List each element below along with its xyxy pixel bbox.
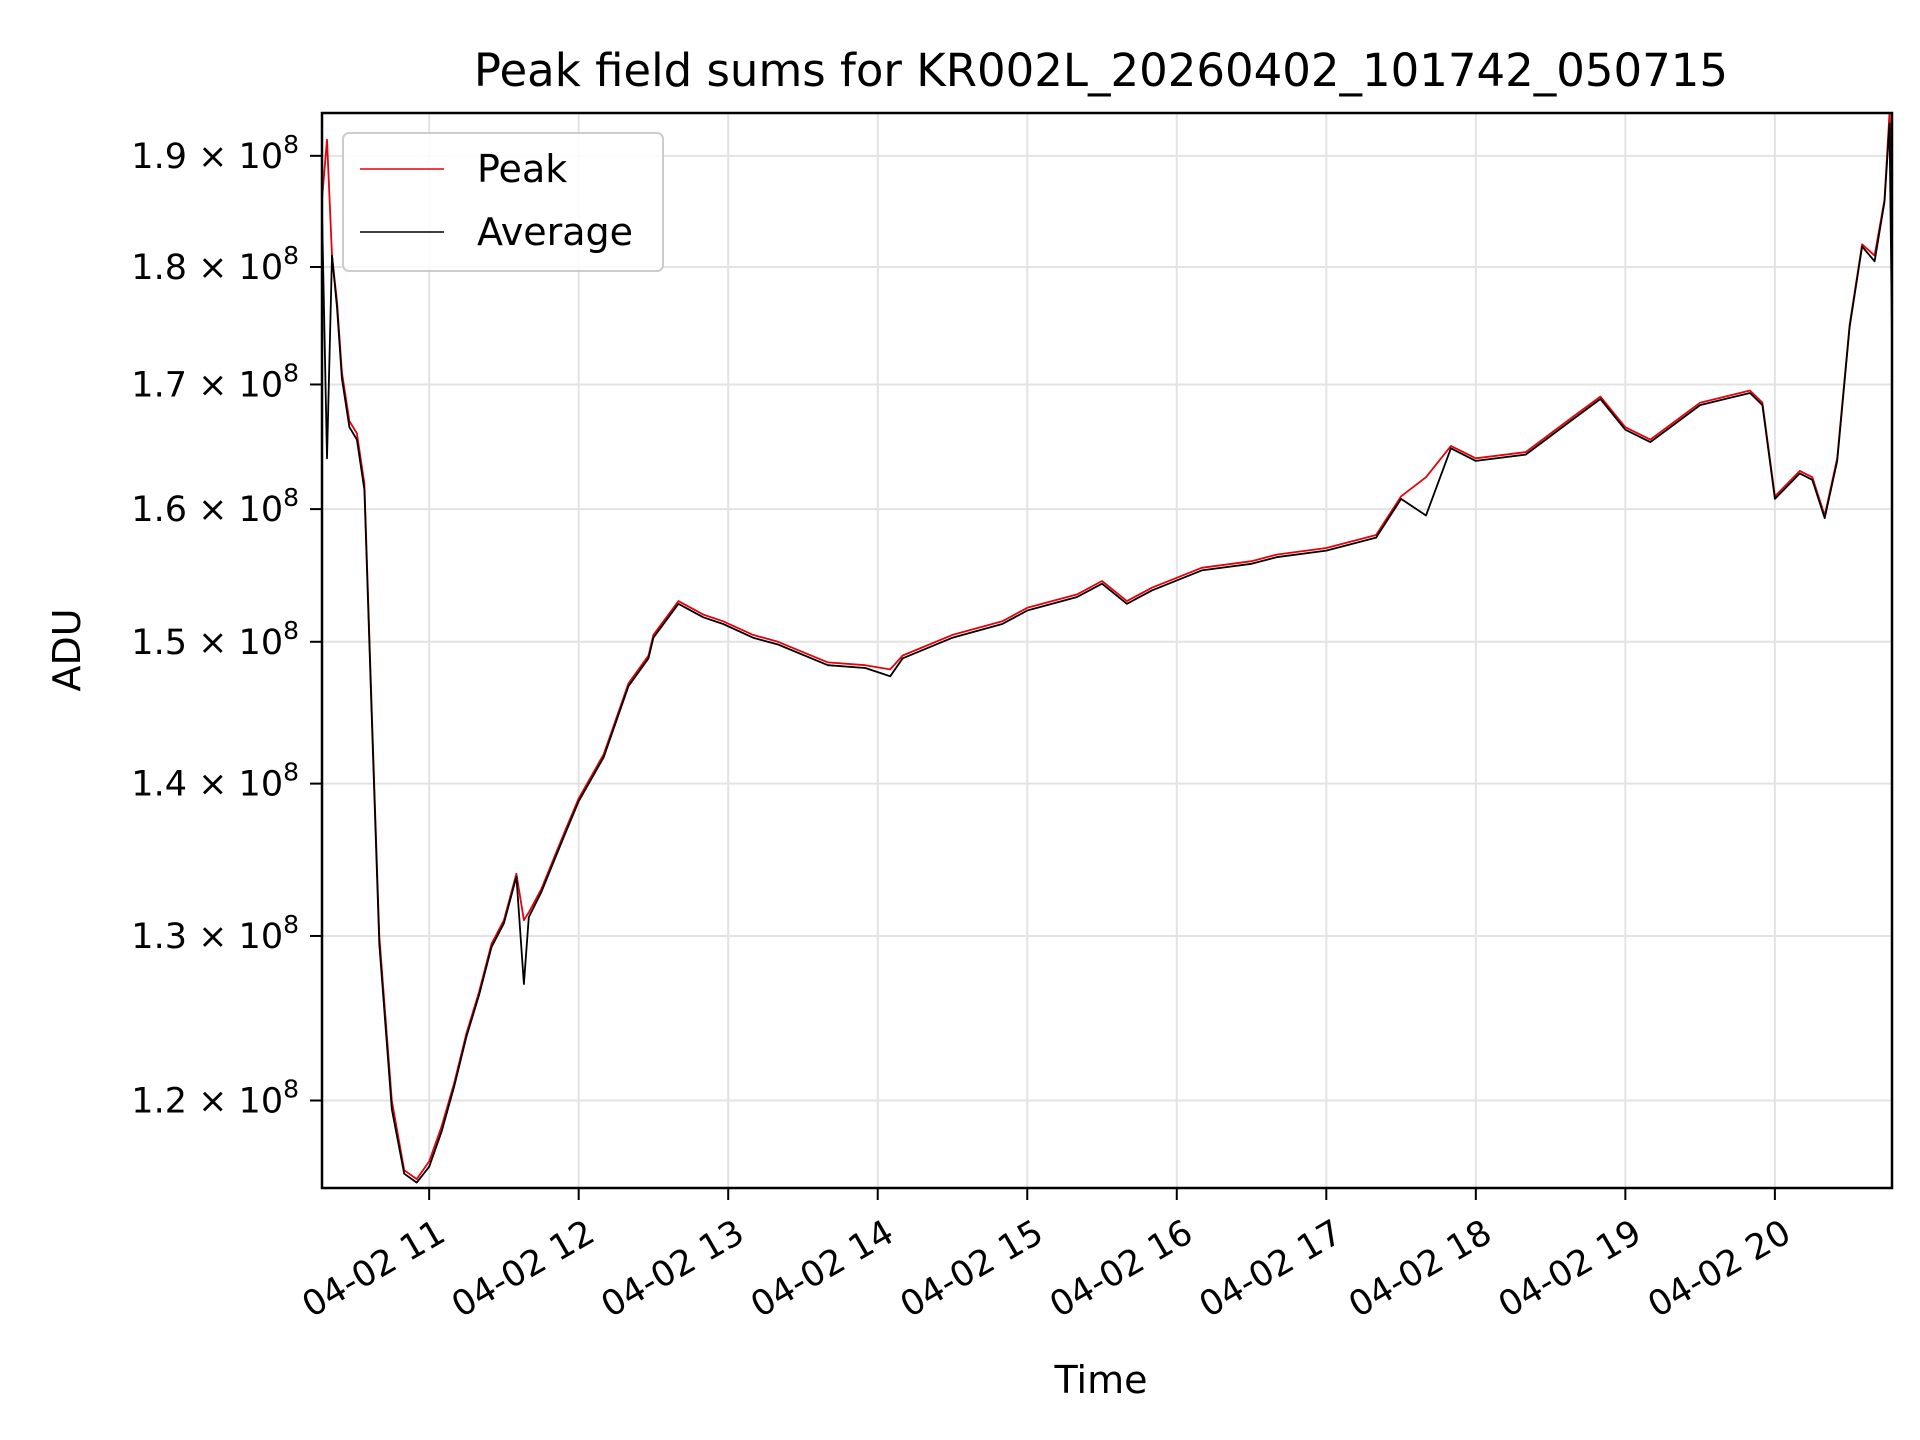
y-axis-label: ADU xyxy=(45,608,89,691)
series-line-average xyxy=(321,122,1893,1184)
x-axis-label: Time xyxy=(1054,1358,1148,1402)
y-tick-mantissa: 1.8 xyxy=(131,248,187,288)
y-tick-base: 10 xyxy=(239,365,284,405)
y-tick-times: × xyxy=(187,1082,239,1122)
y-tick-exponent: 8 xyxy=(283,1075,299,1104)
y-tick-label: 1.5 × 108 xyxy=(131,616,299,663)
y-tick-mantissa: 1.2 xyxy=(131,1082,187,1122)
grid-lines xyxy=(322,113,1892,1188)
plot-frame xyxy=(320,111,1894,1190)
y-tick-base: 10 xyxy=(239,623,284,663)
legend-box xyxy=(342,132,664,272)
legend-label-average: Average xyxy=(477,210,633,254)
y-tick-mantissa: 1.6 xyxy=(131,490,187,530)
series-line-peak xyxy=(321,112,1893,1180)
y-tick-label: 1.2 × 108 xyxy=(131,1075,299,1122)
y-tick-times: × xyxy=(187,248,239,288)
y-tick-mantissa: 1.3 xyxy=(131,917,187,957)
y-tick-exponent: 8 xyxy=(283,910,299,939)
y-tick-label: 1.4 × 108 xyxy=(131,758,299,805)
y-tick-base: 10 xyxy=(239,137,284,177)
y-tick-mantissa: 1.9 xyxy=(131,137,187,177)
y-tick-label: 1.8 × 108 xyxy=(131,241,299,288)
y-tick-times: × xyxy=(187,623,239,663)
y-tick-times: × xyxy=(187,490,239,530)
y-tick-base: 10 xyxy=(239,917,284,957)
y-tick-exponent: 8 xyxy=(283,616,299,645)
y-tick-exponent: 8 xyxy=(283,241,299,270)
y-tick-exponent: 8 xyxy=(283,130,299,159)
y-tick-mantissa: 1.5 xyxy=(131,623,187,663)
chart-title: Peak field sums for KR002L_20260402_1017… xyxy=(474,44,1728,97)
legend: Peak Average xyxy=(342,132,664,272)
y-tick-exponent: 8 xyxy=(283,483,299,512)
y-tick-times: × xyxy=(187,137,239,177)
y-tick-base: 10 xyxy=(239,248,284,288)
y-tick-base: 10 xyxy=(239,490,284,530)
y-tick-exponent: 8 xyxy=(283,758,299,787)
y-tick-times: × xyxy=(187,365,239,405)
y-tick-label: 1.9 × 108 xyxy=(131,130,299,177)
y-tick-label: 1.6 × 108 xyxy=(131,483,299,530)
y-tick-times: × xyxy=(187,917,239,957)
y-tick-mantissa: 1.7 xyxy=(131,365,187,405)
y-tick-base: 10 xyxy=(239,765,284,805)
y-tick-base: 10 xyxy=(239,1082,284,1122)
y-tick-exponent: 8 xyxy=(283,358,299,387)
y-tick-mantissa: 1.4 xyxy=(131,765,187,805)
y-tick-label: 1.3 × 108 xyxy=(131,910,299,957)
legend-label-peak: Peak xyxy=(477,147,567,191)
y-tick-label: 1.7 × 108 xyxy=(131,358,299,405)
y-tick-times: × xyxy=(187,765,239,805)
plot-series xyxy=(321,112,1893,1184)
